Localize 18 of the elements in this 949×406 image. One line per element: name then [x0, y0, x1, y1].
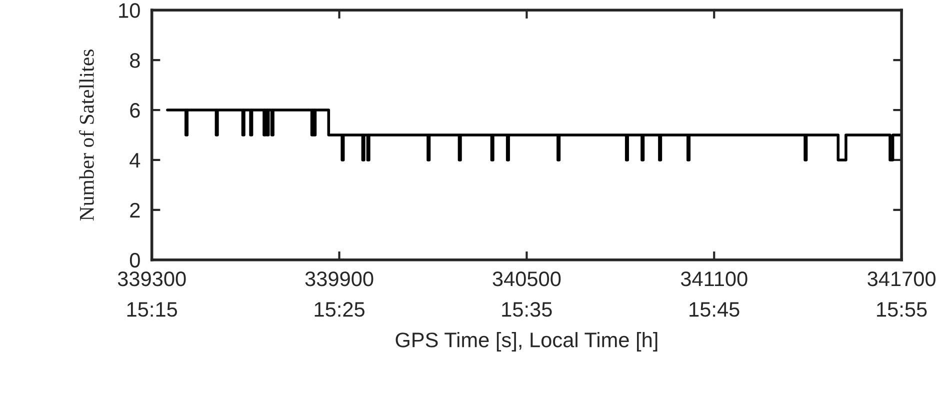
y-tick-label: 6 [130, 103, 140, 118]
x-axis-title: GPS Time [s], Local Time [h] [396, 332, 658, 352]
x-tick-label: 339300 [118, 272, 186, 286]
x-tick-label: 341700 [868, 272, 936, 286]
x2-tick-label: 15:55 [877, 302, 927, 317]
x-tick-label: 340500 [492, 272, 561, 286]
y-tick-label: 10 [119, 3, 140, 18]
x-tick-label: 339900 [305, 272, 374, 286]
x-tick-label: 341100 [680, 272, 748, 286]
x2-tick-label: 15:25 [314, 302, 364, 317]
x2-tick-label: 15:15 [127, 302, 178, 317]
x2-tick-label: 15:45 [690, 302, 740, 317]
y-axis-title: Number of Satellites [79, 50, 94, 221]
y-tick-label: 2 [130, 202, 140, 218]
y-tick-label: 4 [130, 153, 140, 168]
x2-tick-label: 15:35 [502, 302, 552, 317]
y-tick-label: 0 [130, 252, 140, 268]
y-tick-label: 8 [130, 53, 140, 68]
